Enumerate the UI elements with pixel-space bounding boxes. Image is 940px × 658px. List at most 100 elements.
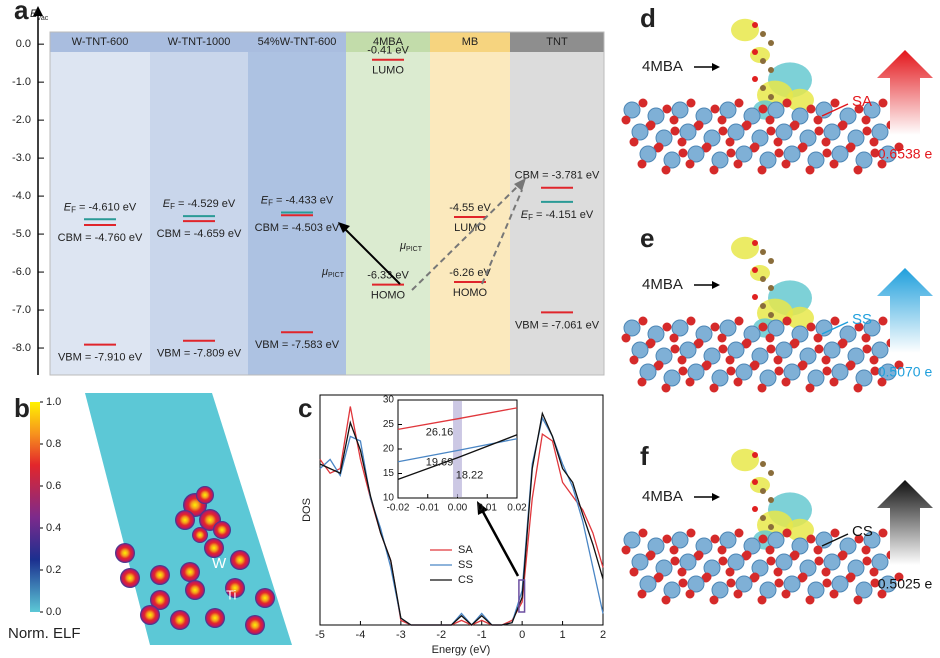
elf-blob xyxy=(245,615,265,635)
column-header xyxy=(430,32,510,52)
o-atom xyxy=(805,165,815,175)
o-atom xyxy=(766,344,776,354)
ti-atom xyxy=(687,575,705,593)
o-atom xyxy=(854,104,864,114)
transfer-arrow xyxy=(341,225,401,285)
ti-atom xyxy=(855,369,873,387)
colorbar-tick-label: 1.0 xyxy=(46,396,61,408)
panel-label: d xyxy=(640,3,656,33)
o-atom xyxy=(670,556,680,566)
o-atom xyxy=(877,589,887,599)
charge-arrow xyxy=(877,50,933,135)
molecule-atom xyxy=(760,303,766,309)
o-atom xyxy=(637,589,647,599)
ti-atom xyxy=(719,531,737,549)
o-atom xyxy=(782,98,792,108)
o-atom xyxy=(637,159,647,169)
elf-blob xyxy=(213,521,231,539)
fermi-symbol: E xyxy=(163,198,171,210)
column-header xyxy=(510,32,604,52)
column-bg xyxy=(50,32,150,375)
column-title: 54%W-TNT-600 xyxy=(258,36,337,48)
o-atom xyxy=(654,142,664,152)
ti-atom xyxy=(639,363,657,381)
o-atom xyxy=(661,165,671,175)
o-atom xyxy=(894,360,904,370)
o-atom xyxy=(853,595,863,605)
ti-atom xyxy=(759,581,777,599)
o-atom xyxy=(781,377,791,387)
ti-atom xyxy=(879,145,897,163)
level-name: HOMO xyxy=(453,287,488,299)
elf-blob xyxy=(150,565,170,585)
fermi-symbol: E xyxy=(521,209,529,221)
o-atom xyxy=(685,589,695,599)
zoom-arrow xyxy=(480,509,520,577)
o-atom xyxy=(694,338,704,348)
ti-atom xyxy=(743,107,761,125)
o-atom xyxy=(766,556,776,566)
o-atom xyxy=(822,366,832,376)
axis-arrow xyxy=(33,6,43,16)
elf-blob xyxy=(204,538,224,558)
elf-blob xyxy=(225,578,245,598)
ti-atom xyxy=(759,369,777,387)
o-atom xyxy=(781,589,791,599)
ti-atom xyxy=(807,151,825,169)
o-atom xyxy=(750,360,760,370)
ti-atom xyxy=(639,145,657,163)
o-atom xyxy=(725,567,735,577)
charge-value: 0.6538 e xyxy=(878,146,933,162)
legend-label: SA xyxy=(458,544,473,556)
y-tick-label: -2.0 xyxy=(12,114,31,126)
level-value: = -4.529 eV xyxy=(178,198,236,210)
fermi-label: EF = -4.151 eV xyxy=(521,209,594,222)
elf-blob xyxy=(230,550,250,570)
molecule-label: 4MBA xyxy=(642,488,683,505)
level-value: -6.33 eV xyxy=(367,270,409,282)
ti-atom xyxy=(727,553,745,571)
o-atom xyxy=(853,383,863,393)
level-label: VBM = -7.061 eV xyxy=(515,319,600,331)
ti-atom xyxy=(679,123,697,141)
ti-atom xyxy=(855,581,873,599)
x-axis-label: Energy (eV) xyxy=(432,644,491,656)
ti-atom xyxy=(703,347,721,365)
molecule-atom xyxy=(760,276,766,282)
arrow-head xyxy=(477,501,488,515)
ti-atom xyxy=(743,537,761,555)
ti-atom xyxy=(751,129,769,147)
ti-atom xyxy=(623,319,641,337)
o-atom xyxy=(806,322,816,332)
charge-density xyxy=(786,518,814,542)
arrow-head xyxy=(712,63,720,71)
colorbar-tick-label: 0.2 xyxy=(46,564,61,576)
y-tick-label: 15 xyxy=(383,468,395,479)
o-atom xyxy=(878,316,888,326)
o-atom xyxy=(821,567,831,577)
o-atom xyxy=(669,333,679,343)
o-atom xyxy=(662,534,672,544)
colorbar-label: Norm. ELF xyxy=(8,625,81,642)
ti-atom xyxy=(839,325,857,343)
o-atom xyxy=(861,115,871,125)
level-value: -6.26 eV xyxy=(449,267,491,279)
y-tick-label: -6.0 xyxy=(12,266,31,278)
o-atom xyxy=(654,360,664,370)
y-tick-label: -1.0 xyxy=(12,76,31,88)
x-tick-label: -3 xyxy=(396,629,406,641)
molecule-atom xyxy=(768,312,774,318)
ti-atom xyxy=(679,553,697,571)
o-atom xyxy=(829,589,839,599)
o-atom xyxy=(782,316,792,326)
o-atom xyxy=(717,115,727,125)
x-tick-label: 0 xyxy=(519,629,525,641)
site-label: SA xyxy=(852,93,872,110)
charge-density xyxy=(786,88,814,112)
o-atom xyxy=(822,578,832,588)
ti-atom xyxy=(679,341,697,359)
x-tick-label: 0.01 xyxy=(478,503,498,514)
ti-atom xyxy=(783,145,801,163)
ti-atom xyxy=(799,129,817,147)
o-atom xyxy=(790,120,800,130)
